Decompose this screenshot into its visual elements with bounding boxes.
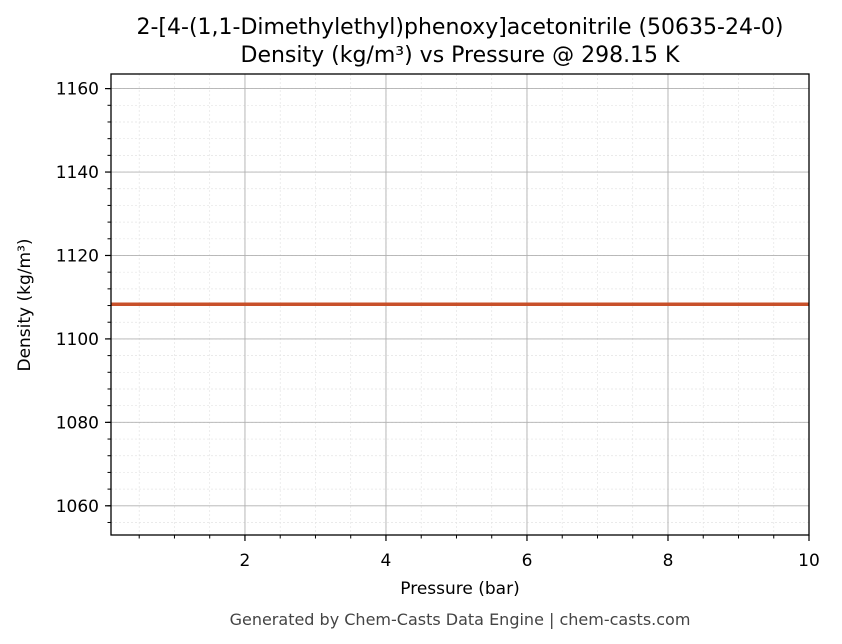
x-tick-label: 4 [381,551,392,571]
x-tick-label: 10 [798,551,820,571]
axis-tick-labels: 2 4 6 8 10 1060 1080 1100 1120 1140 1160 [56,80,820,571]
chart-subtitle: Density (kg/m³) vs Pressure @ 298.15 K [241,43,681,68]
y-axis-label: Density (kg/m³) [15,238,35,371]
axis-ticks [105,88,810,541]
x-axis-label: Pressure (bar) [400,579,519,599]
y-tick-label: 1120 [56,246,99,266]
chart-title: 2-[4-(1,1-Dimethylethyl)phenoxy]acetonit… [137,15,784,40]
y-tick-label: 1140 [56,163,99,183]
footer-credit: Generated by Chem-Casts Data Engine | ch… [230,610,691,629]
y-tick-label: 1080 [56,413,99,433]
x-tick-label: 6 [522,551,533,571]
x-tick-label: 8 [663,551,674,571]
plot-area-frame [110,73,810,536]
y-tick-label: 1160 [56,80,99,100]
x-tick-label: 2 [240,551,251,571]
y-tick-label: 1100 [56,330,99,350]
y-tick-label: 1060 [56,497,99,517]
